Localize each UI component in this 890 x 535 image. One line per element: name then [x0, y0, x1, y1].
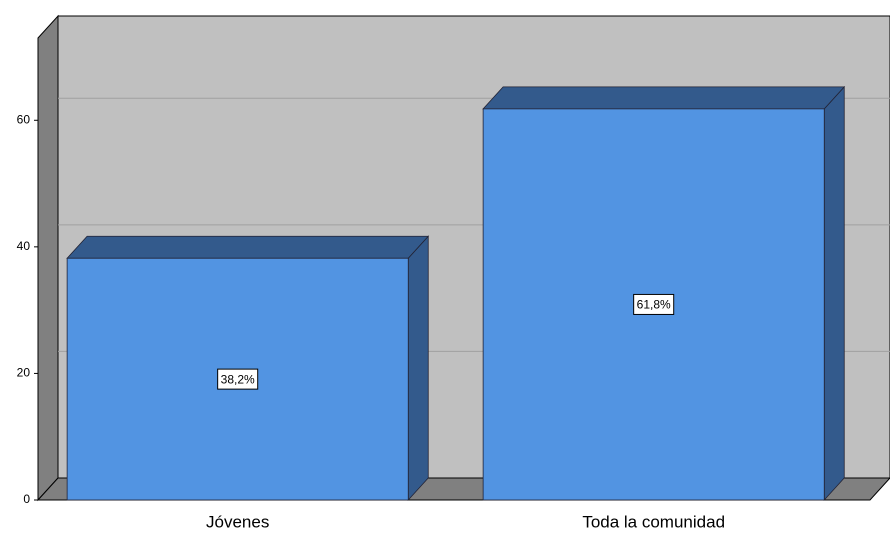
x-tick-label: Jóvenes [206, 512, 269, 531]
y-tick-label: 60 [17, 112, 31, 126]
bar-side [823, 85, 845, 502]
bar-top [482, 86, 846, 110]
y-tick-label: 0 [23, 492, 30, 506]
left-wall [37, 14, 59, 502]
x-tick-label: Toda la comunidad [582, 512, 725, 531]
value-label: 61,8% [637, 298, 671, 312]
bar-side [407, 235, 429, 502]
y-tick-label: 20 [17, 366, 31, 380]
value-label: 38,2% [221, 372, 255, 386]
value-label-box [633, 293, 675, 315]
bar-top [66, 235, 430, 259]
value-label-box [217, 368, 259, 390]
y-tick-label: 40 [17, 239, 31, 253]
